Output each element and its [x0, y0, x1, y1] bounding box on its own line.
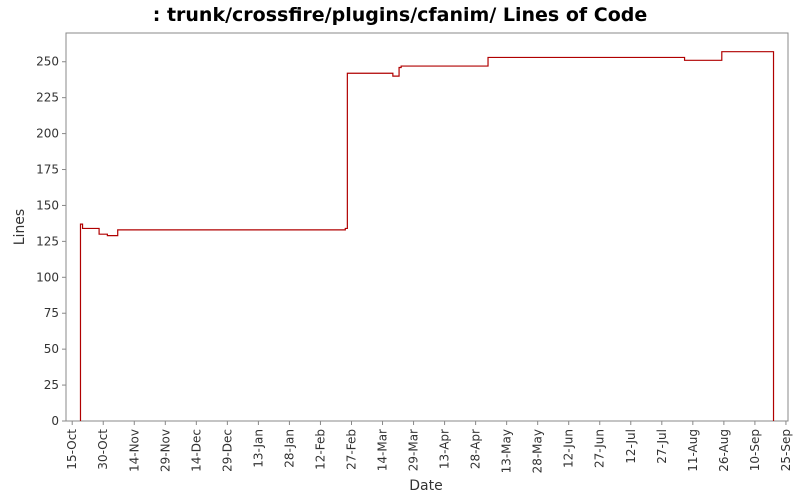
- x-tick-label: 28-Jan: [282, 429, 296, 468]
- y-axis-label: Lines: [12, 209, 28, 245]
- y-tick-label: 175: [36, 163, 59, 177]
- x-tick-label: 12-Jul: [624, 429, 638, 464]
- x-tick-label: 13-Jan: [251, 429, 265, 468]
- y-tick-label: 250: [36, 55, 59, 69]
- plot-area: [65, 32, 789, 422]
- y-tick-label: 25: [44, 378, 59, 392]
- y-tick-label: 100: [36, 270, 59, 284]
- chart-title: : trunk/crossfire/plugins/cfanim/ Lines …: [153, 4, 648, 26]
- x-tick-label: 13-Apr: [438, 429, 452, 469]
- x-axis-label: Date: [409, 478, 442, 494]
- x-tick-label: 10-Sep: [748, 429, 762, 471]
- x-tick-label: 29-Nov: [158, 429, 172, 472]
- y-tick-label: 125: [36, 234, 59, 248]
- y-tick-label: 200: [36, 127, 59, 141]
- x-tick-label: 12-Feb: [313, 429, 327, 470]
- y-tick-label: 75: [44, 306, 59, 320]
- x-tick-label: 12-Jun: [562, 429, 576, 468]
- x-tick-label: 14-Dec: [189, 429, 203, 472]
- x-tick-label: 14-Nov: [127, 429, 141, 472]
- y-tick-label: 50: [44, 342, 59, 356]
- x-tick-label: 11-Aug: [686, 429, 700, 472]
- x-tick-label: 30-Oct: [96, 429, 110, 470]
- y-tick-label: 150: [36, 198, 59, 212]
- x-tick-label: 28-Apr: [469, 429, 483, 469]
- x-tick-label: 27-Jul: [655, 429, 669, 464]
- x-tick-label: 28-May: [531, 429, 545, 473]
- x-tick-label: 29-Mar: [407, 429, 421, 471]
- x-tick-label: 25-Sep: [779, 429, 793, 471]
- y-tick-label: 225: [36, 91, 59, 105]
- x-tick-label: 29-Dec: [220, 429, 234, 472]
- y-tick-label: 0: [51, 414, 59, 428]
- step-line: [79, 51, 775, 421]
- x-tick-label: 13-May: [500, 429, 514, 473]
- x-tick-label: 27-Jun: [593, 429, 607, 468]
- x-tick-label: 26-Aug: [717, 429, 731, 472]
- x-tick-label: 14-Mar: [376, 429, 390, 471]
- x-tick-label: 15-Oct: [65, 429, 79, 470]
- x-tick-label: 27-Feb: [344, 429, 358, 470]
